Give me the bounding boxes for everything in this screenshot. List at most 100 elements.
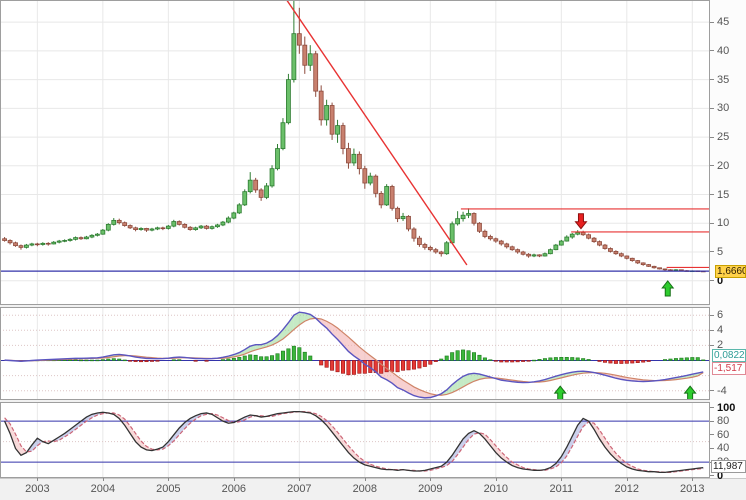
- bull-candle: [553, 244, 559, 251]
- stochastic-divergence-fill-segment: [457, 438, 464, 455]
- bull-candle: [275, 148, 280, 170]
- histogram-bar-positive: [291, 345, 296, 361]
- histogram-bar-positive: [280, 350, 285, 361]
- year-label: 2004: [90, 483, 116, 495]
- histogram-bar-negative: [335, 360, 340, 373]
- histogram-bar-positive: [455, 350, 460, 361]
- bull-candle: [455, 218, 461, 225]
- bull-candle: [24, 244, 29, 248]
- bear-candle: [45, 242, 51, 245]
- bull-candle: [73, 237, 78, 240]
- bull-candle: [198, 225, 204, 229]
- stochastic-divergence-fill-segment: [599, 430, 605, 448]
- sell-signal-arrow-icon[interactable]: [574, 213, 588, 230]
- right-axis-strip: [710, 0, 746, 500]
- bull-candle: [209, 226, 215, 229]
- buy-signal-arrow-icon[interactable]: [683, 385, 697, 400]
- axis-tick: [710, 329, 714, 331]
- stochastic-divergence-fill-segment: [463, 433, 469, 448]
- histogram-bar-negative: [330, 360, 335, 371]
- bull-candle: [236, 204, 242, 214]
- axis-tick-label: -4: [717, 384, 727, 397]
- bear-candle: [340, 125, 346, 149]
- buy-signal-arrow-icon[interactable]: [553, 385, 567, 400]
- bear-candle: [406, 215, 411, 230]
- stochastic-panel[interactable]: [0, 402, 710, 478]
- stochastic-divergence-fill-segment: [173, 427, 180, 441]
- macd-divergence-fill-segment: [446, 384, 453, 395]
- bull-candle: [444, 242, 450, 255]
- bull-candle: [247, 179, 253, 193]
- histogram-bar-positive: [679, 357, 684, 361]
- bull-candle: [324, 105, 330, 121]
- bull-candle: [40, 242, 46, 245]
- bear-candle: [422, 244, 428, 248]
- histogram-bar-negative: [406, 360, 411, 371]
- year-tick: [626, 478, 628, 481]
- histogram-bar-positive: [259, 356, 264, 361]
- axis-tick: [710, 280, 714, 282]
- bear-candle: [487, 236, 493, 240]
- histogram-bar-negative: [324, 360, 329, 368]
- macd-divergence-fill-segment: [463, 374, 469, 387]
- bear-candle: [160, 227, 166, 230]
- year-label: 2012: [614, 483, 640, 495]
- stochastic-divergence-fill-segment: [615, 453, 622, 464]
- histogram-bar-positive: [542, 358, 547, 361]
- panel-border: [0, 402, 710, 478]
- histogram-bar-positive: [95, 359, 100, 362]
- last-price-label: 1,6660: [715, 265, 746, 278]
- histogram-bar-negative: [139, 360, 144, 363]
- year-tick: [37, 478, 39, 481]
- histogram-bar-positive: [482, 357, 487, 361]
- bull-candle: [264, 185, 269, 198]
- histogram-bar-positive: [548, 357, 553, 361]
- histogram-bar-positive: [466, 350, 471, 361]
- histogram-bar-negative: [193, 360, 198, 362]
- histogram-bar-positive: [264, 356, 269, 361]
- bear-candle: [318, 90, 324, 121]
- year-label: 2007: [287, 483, 312, 495]
- axis-tick: [710, 136, 714, 138]
- histogram-bar-positive: [270, 355, 275, 361]
- stochastic-divergence-fill-segment: [577, 418, 584, 437]
- bear-candle: [657, 267, 662, 270]
- downtrend-line[interactable]: [286, 0, 468, 266]
- axis-tick-label: 20: [717, 159, 730, 172]
- axis-tick-label: 10: [717, 217, 730, 230]
- histogram-bar-positive: [242, 355, 247, 361]
- histogram-bar-positive: [286, 348, 291, 361]
- axis-tick-label: 6: [717, 309, 724, 322]
- bull-candle: [165, 225, 171, 229]
- bear-candle: [471, 213, 477, 224]
- bear-candle: [34, 243, 40, 246]
- macd-signal-line: [4, 317, 704, 396]
- bear-candle: [482, 230, 488, 237]
- bull-candle: [225, 217, 231, 223]
- axis-tick-label: 35: [717, 73, 730, 86]
- bear-candle: [253, 179, 259, 191]
- histogram-bar-negative: [128, 360, 133, 362]
- stochastic-divergence-fill-segment: [604, 438, 611, 454]
- stochastic-divergence-fill-segment: [332, 425, 338, 439]
- price-panel[interactable]: [0, 0, 710, 305]
- histogram-bar-negative: [630, 360, 635, 364]
- buy-signal-arrow-icon[interactable]: [661, 280, 675, 297]
- histogram-bar-positive: [695, 357, 700, 361]
- bull-candle: [335, 125, 340, 135]
- stochastic-divergence-fill-segment: [337, 432, 343, 446]
- histogram-bar-negative: [357, 360, 362, 374]
- bear-candle: [586, 234, 592, 239]
- bull-candle: [280, 122, 286, 149]
- macd-panel[interactable]: [0, 307, 710, 400]
- year-label: 2010: [483, 483, 509, 495]
- bear-candle: [591, 237, 597, 243]
- stochastic-divergence-fill-segment: [566, 436, 573, 456]
- bear-candle: [438, 251, 444, 255]
- axis-tick: [710, 251, 714, 253]
- stochastic-divergence-fill-segment: [359, 457, 365, 465]
- histogram-bar-negative: [597, 360, 602, 362]
- year-label: 2003: [25, 483, 50, 495]
- price-panel-bg: [0, 0, 710, 305]
